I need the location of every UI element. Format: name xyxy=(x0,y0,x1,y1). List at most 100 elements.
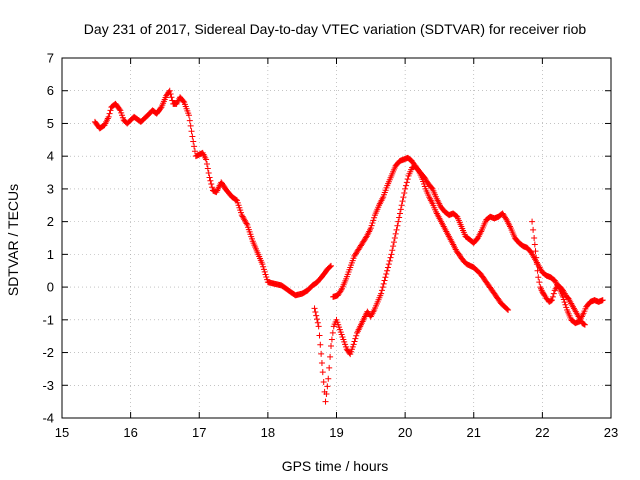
data-point xyxy=(327,263,334,270)
data-point xyxy=(404,176,411,183)
y-tick-label: 5 xyxy=(47,116,54,131)
data-point xyxy=(204,165,211,172)
data-point xyxy=(378,287,385,294)
x-tick-label: 23 xyxy=(604,425,618,440)
x-axis-label: GPS time / hours xyxy=(282,458,389,474)
data-point xyxy=(531,235,538,241)
y-tick-label: 3 xyxy=(47,181,54,196)
data-point xyxy=(389,247,396,254)
data-point xyxy=(390,243,397,250)
data-point xyxy=(383,271,390,277)
data-point xyxy=(386,257,393,264)
data-point xyxy=(328,262,335,269)
data-point xyxy=(505,307,512,313)
data-point xyxy=(243,220,250,227)
grid-lines xyxy=(62,58,611,418)
data-point xyxy=(315,323,322,330)
data-point xyxy=(233,196,240,203)
data-point xyxy=(209,184,216,191)
data-point xyxy=(402,182,409,189)
data-point xyxy=(318,350,325,357)
data-point xyxy=(368,222,375,229)
y-tick-label: -2 xyxy=(42,345,54,360)
data-point xyxy=(560,296,567,303)
data-point xyxy=(187,122,194,129)
data-point xyxy=(581,321,588,328)
y-axis-label: SDTVAR / TECUs xyxy=(5,184,21,296)
data-point xyxy=(397,206,404,213)
data-point xyxy=(203,160,210,167)
data-point xyxy=(380,280,387,287)
y-tick-label: -4 xyxy=(42,411,54,426)
data-point xyxy=(561,299,568,306)
series-trace-b xyxy=(311,163,512,405)
data-point xyxy=(169,97,176,104)
data-point xyxy=(262,271,269,278)
data-point xyxy=(260,266,267,273)
data-point xyxy=(106,110,113,117)
chart-title: Day 231 of 2017, Sidereal Day-to-day VTE… xyxy=(84,21,587,37)
y-tick-label: 0 xyxy=(47,280,54,295)
data-point xyxy=(385,261,392,268)
data-point xyxy=(168,94,175,101)
x-tick-label: 20 xyxy=(398,425,412,440)
data-point xyxy=(394,222,401,229)
data-point xyxy=(319,369,326,376)
data-point xyxy=(395,218,402,225)
data-point xyxy=(396,214,403,221)
data-point xyxy=(205,169,212,176)
data-point xyxy=(261,268,268,275)
data-point xyxy=(313,312,320,319)
data-point xyxy=(327,353,334,360)
x-tick-label: 18 xyxy=(261,425,275,440)
data-point xyxy=(378,290,385,297)
data-point xyxy=(530,226,537,233)
data-point xyxy=(367,225,374,232)
x-tick-label: 17 xyxy=(192,425,206,440)
data-point xyxy=(371,214,378,221)
data-point xyxy=(399,198,406,205)
data-point xyxy=(207,177,214,184)
data-point xyxy=(550,290,557,297)
data-point xyxy=(403,179,410,186)
data-point xyxy=(166,87,173,94)
data-point xyxy=(379,284,386,291)
data-point xyxy=(316,332,323,339)
data-point xyxy=(326,364,333,371)
data-point xyxy=(185,112,192,119)
data-point xyxy=(563,304,570,311)
data-point xyxy=(167,91,174,97)
data-point xyxy=(338,287,345,294)
data-point xyxy=(353,332,360,339)
data-point xyxy=(581,321,588,328)
data-point xyxy=(190,138,197,145)
data-point xyxy=(398,202,405,209)
data-point xyxy=(384,264,391,271)
data-point xyxy=(318,360,325,367)
data-point xyxy=(180,98,187,105)
data-point xyxy=(188,128,195,135)
data-point xyxy=(329,329,336,336)
data-point xyxy=(393,226,400,233)
data-point xyxy=(370,217,377,224)
series-trace-a xyxy=(91,87,335,299)
data-point xyxy=(391,235,398,241)
y-tick-label: 2 xyxy=(47,214,54,229)
data-point xyxy=(323,391,330,397)
y-tick-label: -3 xyxy=(42,378,54,393)
data-point xyxy=(208,181,215,187)
data-point xyxy=(387,254,394,261)
data-point xyxy=(206,174,213,181)
y-tick-label: 4 xyxy=(47,149,54,164)
data-points xyxy=(91,87,606,405)
data-point xyxy=(549,293,556,300)
data-point xyxy=(325,375,332,382)
data-point xyxy=(328,336,335,343)
y-tick-label: -1 xyxy=(42,312,54,327)
y-tick-label: 1 xyxy=(47,247,54,262)
data-point xyxy=(107,107,114,114)
data-point xyxy=(396,210,403,217)
x-tick-label: 15 xyxy=(55,425,69,440)
